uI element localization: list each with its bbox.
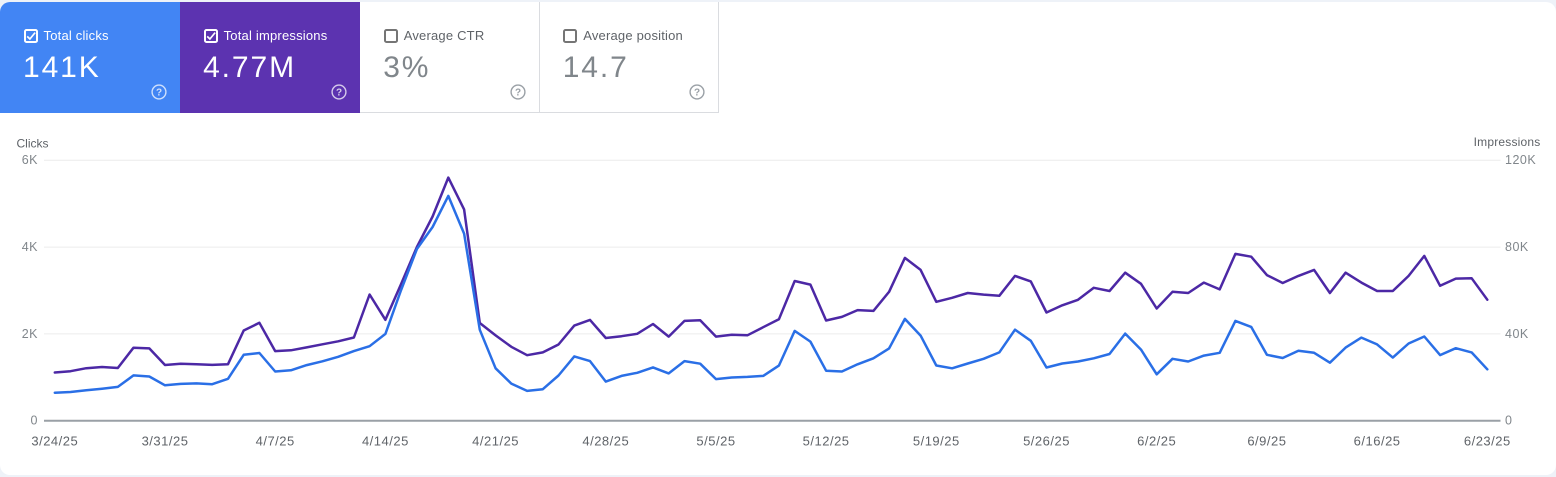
svg-text:0: 0 [1505,414,1512,428]
svg-text:2K: 2K [22,327,38,341]
svg-text:120K: 120K [1505,153,1536,167]
svg-text:5/5/25: 5/5/25 [696,434,735,449]
svg-text:6K: 6K [22,153,38,167]
svg-text:40K: 40K [1505,327,1529,341]
svg-text:4K: 4K [22,240,38,254]
svg-text:6/2/25: 6/2/25 [1137,434,1176,449]
svg-text:5/19/25: 5/19/25 [913,434,960,449]
svg-text:?: ? [694,88,700,99]
svg-text:80K: 80K [1505,240,1529,254]
svg-text:5/12/25: 5/12/25 [803,434,850,449]
svg-text:?: ? [514,88,520,99]
svg-text:5/26/25: 5/26/25 [1023,434,1070,449]
svg-text:4/14/25: 4/14/25 [362,434,409,449]
svg-text:?: ? [336,88,342,99]
svg-text:6/23/25: 6/23/25 [1464,434,1511,449]
svg-text:4/7/25: 4/7/25 [256,434,295,449]
svg-text:Clicks: Clicks [17,137,49,151]
svg-text:3/31/25: 3/31/25 [142,434,189,449]
svg-text:3/24/25: 3/24/25 [31,434,78,449]
svg-text:Impressions: Impressions [1474,135,1541,149]
svg-text:?: ? [156,88,162,99]
svg-text:6/9/25: 6/9/25 [1247,434,1286,449]
svg-text:6/16/25: 6/16/25 [1354,434,1401,449]
svg-text:4/28/25: 4/28/25 [582,434,629,449]
svg-text:0: 0 [31,414,38,428]
svg-text:4/21/25: 4/21/25 [472,434,519,449]
